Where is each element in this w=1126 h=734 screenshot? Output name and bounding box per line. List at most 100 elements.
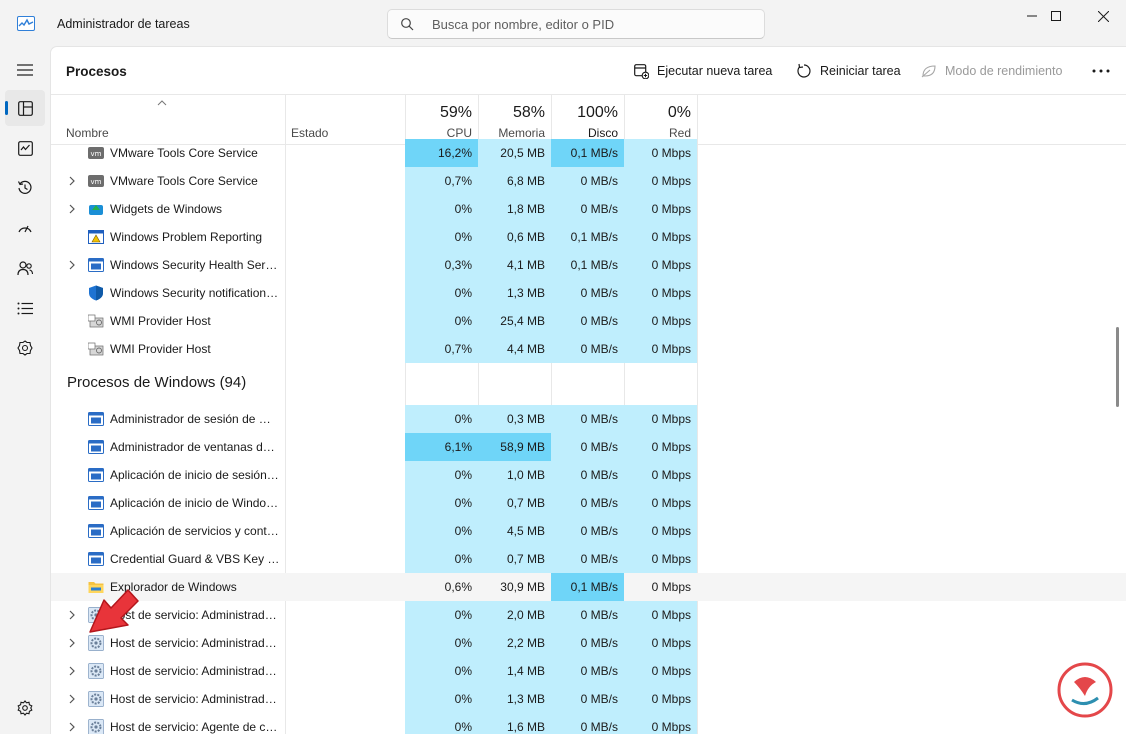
process-row[interactable]: Aplicación de servicios y controladores 0… xyxy=(51,517,1126,545)
network-value: 0 Mbps xyxy=(624,167,697,195)
vertical-scrollbar[interactable] xyxy=(1116,327,1119,407)
minimize-icon xyxy=(1027,15,1037,17)
memory-value: 20,5 MB xyxy=(478,139,551,167)
network-value: 0 Mbps xyxy=(624,517,697,545)
process-row[interactable]: vm VMware Tools Core Service 0,7% 6,8 MB 0 M… xyxy=(51,167,1126,195)
process-row[interactable]: vm VMware Tools Core Service 16,2% 20,5 MB 0… xyxy=(51,139,1126,167)
network-value: 0 Mbps xyxy=(624,601,697,629)
minimize-button[interactable] xyxy=(1009,0,1055,32)
process-row[interactable]: Host de servicio: Administrador de 0% 2,0 … xyxy=(51,601,1126,629)
column-memory-label: Memoria xyxy=(498,126,545,140)
nav-app-history[interactable] xyxy=(5,170,45,206)
nav-startup-apps[interactable] xyxy=(5,210,45,246)
process-row[interactable]: Host de servicio: Administrador de 0% 1,3 … xyxy=(51,685,1126,713)
nav-users[interactable] xyxy=(5,250,45,286)
nav-processes[interactable] xyxy=(5,90,45,126)
column-header-status[interactable]: Estado xyxy=(285,95,405,145)
process-name: Widgets de Windows xyxy=(110,202,223,216)
window-title: Administrador de tareas xyxy=(57,17,190,31)
disk-value: 0 MB/s xyxy=(551,657,624,685)
app-window-icon xyxy=(88,552,104,566)
memory-value: 1,8 MB xyxy=(478,195,551,223)
process-row[interactable]: Host de servicio: Administrador de 0% 1,4 … xyxy=(51,657,1126,685)
disk-value: 0 MB/s xyxy=(551,629,624,657)
process-name: Windows Security Health Service xyxy=(110,258,280,272)
process-row[interactable]: Aplicación de inicio de sesión de Window… xyxy=(51,461,1126,489)
process-row[interactable]: Aplicación de inicio de Windows 0% 0,7 MB 0… xyxy=(51,489,1126,517)
chevron-right-icon[interactable] xyxy=(67,721,77,733)
process-name: Host de servicio: Agente de conexión xyxy=(110,720,280,734)
hamburger-menu-button[interactable] xyxy=(5,52,45,88)
process-row[interactable]: Host de servicio: Administrador de 0% 2,2 … xyxy=(51,629,1126,657)
more-options-button[interactable] xyxy=(1089,61,1113,81)
search-box[interactable] xyxy=(387,9,765,39)
process-name: Host de servicio: Administrador de xyxy=(110,664,280,678)
process-row[interactable]: Windows Security Health Service 0,3% 4,1 M… xyxy=(51,251,1126,279)
column-header-cpu[interactable]: 59% CPU xyxy=(405,95,478,145)
run-new-task-label: Ejecutar nueva tarea xyxy=(657,64,773,78)
leaf-icon xyxy=(921,65,936,78)
network-value: 0 Mbps xyxy=(651,580,691,594)
process-row[interactable]: Windows Security notification icon 0% 1,3 … xyxy=(51,279,1126,307)
process-row[interactable]: Explorador de Windows 0,6% 30,9 MB 0,1 MB/s… xyxy=(51,573,1126,601)
efficiency-mode-button[interactable]: Modo de rendimiento xyxy=(921,61,1062,81)
sidebar xyxy=(0,46,50,734)
chevron-right-icon[interactable] xyxy=(67,259,77,271)
restart-icon xyxy=(797,63,811,78)
process-row[interactable]: WMI Provider Host 0,7% 4,4 MB 0 MB/s 0 Mbps xyxy=(51,335,1126,363)
column-header-name[interactable]: Nombre xyxy=(51,95,285,145)
process-row[interactable]: Widgets de Windows 0% 1,8 MB 0 MB/s 0 Mbps xyxy=(51,195,1126,223)
chevron-right-icon[interactable] xyxy=(67,637,77,649)
column-header-disk[interactable]: 100% Disco xyxy=(551,95,624,145)
settings-button[interactable] xyxy=(5,690,45,726)
nav-details[interactable] xyxy=(5,290,45,326)
nav-performance[interactable] xyxy=(5,130,45,166)
column-header-memory[interactable]: 58% Memoria xyxy=(478,95,551,145)
maximize-button[interactable] xyxy=(1033,0,1079,32)
process-row[interactable]: Host de servicio: Agente de conexión 0%1,… xyxy=(51,713,1126,734)
cpu-value: 0% xyxy=(405,223,478,251)
chevron-right-icon[interactable] xyxy=(67,203,77,215)
disk-value: 0 MB/s xyxy=(551,335,624,363)
cpu-value: 0% xyxy=(405,279,478,307)
nav-services[interactable] xyxy=(5,330,45,366)
process-name: Aplicación de inicio de Windows xyxy=(110,496,280,510)
cpu-total-percent: 59% xyxy=(439,104,472,121)
memory-value: 4,1 MB xyxy=(478,251,551,279)
more-icon xyxy=(1092,69,1110,73)
chevron-right-icon[interactable] xyxy=(67,665,77,677)
chevron-right-icon[interactable] xyxy=(67,175,77,187)
process-row[interactable]: WMI Provider Host 0% 25,4 MB 0 MB/s 0 Mbps xyxy=(51,307,1126,335)
process-row[interactable]: Credential Guard & VBS Key Isolation 0%0,… xyxy=(51,545,1126,573)
process-row[interactable]: Windows Problem Reporting 0% 0,6 MB 0,1 MB/… xyxy=(51,223,1126,251)
close-button[interactable] xyxy=(1080,0,1126,32)
vmware-icon: vm xyxy=(88,147,104,159)
network-value: 0 Mbps xyxy=(624,251,697,279)
memory-value: 4,4 MB xyxy=(478,335,551,363)
wmi-host-icon xyxy=(88,314,104,328)
chevron-right-icon[interactable] xyxy=(67,609,77,621)
process-name: Host de servicio: Administrador de xyxy=(110,692,280,706)
run-new-task-button[interactable]: Ejecutar nueva tarea xyxy=(634,61,772,81)
disk-value: 0,1 MB/s xyxy=(551,223,624,251)
restart-task-button[interactable]: Reiniciar tarea xyxy=(796,61,901,81)
chevron-right-icon[interactable] xyxy=(67,693,77,705)
memory-value: 25,4 MB xyxy=(478,307,551,335)
disk-value: 0 MB/s xyxy=(551,489,624,517)
annotation-arrow-icon xyxy=(89,589,139,633)
process-row[interactable]: Administrador de ventanas del escritorio… xyxy=(51,433,1126,461)
app-window-icon xyxy=(88,468,104,482)
network-value: 0 Mbps xyxy=(624,461,697,489)
column-header-network[interactable]: 0% Red xyxy=(624,95,697,145)
app-window-icon xyxy=(88,440,104,454)
network-value: 0 Mbps xyxy=(624,307,697,335)
network-value: 0 Mbps xyxy=(624,195,697,223)
search-input[interactable] xyxy=(432,15,752,33)
cpu-value: 0% xyxy=(405,517,478,545)
memory-value: 6,8 MB xyxy=(478,167,551,195)
group-header-windows-processes[interactable]: Procesos de Windows (94) xyxy=(51,363,1126,409)
cpu-value: 0% xyxy=(405,489,478,517)
gear-service-icon xyxy=(88,691,104,707)
svg-text:vm: vm xyxy=(91,150,102,158)
process-row[interactable]: Administrador de sesión de Windows 0%0,3 … xyxy=(51,405,1126,433)
